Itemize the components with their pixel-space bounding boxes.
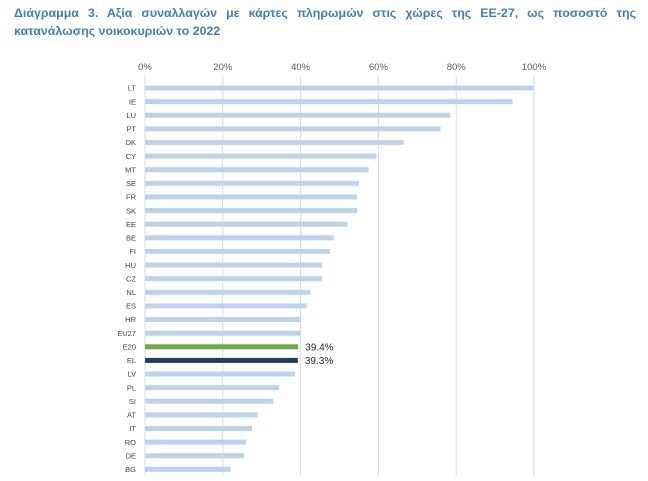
bar-ee (145, 221, 348, 227)
bar-sk (145, 208, 358, 214)
category-label: HR (125, 315, 136, 324)
category-label: HU (125, 261, 136, 270)
bar-es (145, 303, 307, 309)
category-label: IE (129, 97, 136, 106)
bar-be (145, 235, 334, 241)
bar-cy (145, 153, 377, 159)
bar-eu27 (145, 330, 301, 336)
chart-title: Διάγραμμα 3. Αξία συναλλαγών με κάρτες π… (14, 6, 636, 38)
category-label: EE (126, 220, 136, 229)
bar-el (145, 357, 298, 363)
category-label: SK (126, 206, 136, 215)
data-label-el: 39.3% (305, 356, 333, 367)
category-labels: LT IE LU PT DK CY MT SE FR SK EE BE FI HU CZ NL ES HR EU27… (117, 84, 136, 474)
bar-pl (145, 385, 280, 391)
bar-fi (145, 248, 330, 254)
category-label: NL (126, 288, 136, 297)
category-label: E20 (123, 342, 136, 351)
category-label: LV (127, 370, 136, 379)
bar-hr (145, 317, 301, 323)
category-label: PL (127, 383, 136, 392)
bar-mt (145, 167, 369, 173)
category-label: FR (126, 193, 137, 202)
bar-bg (145, 466, 231, 472)
category-label: EL (127, 356, 136, 365)
data-label-e20: 39.4% (305, 342, 333, 353)
x-tick-label: 40% (291, 62, 311, 73)
category-label: BE (126, 234, 136, 243)
bar-se (145, 180, 359, 186)
category-label: DE (126, 451, 136, 460)
category-label: EU27 (117, 329, 136, 338)
category-label: AT (127, 411, 136, 420)
bar-at (145, 412, 258, 418)
x-axis-ticks: 0% 20% 40% 60% 80% 100% (138, 62, 547, 73)
bar-cz (145, 276, 322, 282)
bar-si (145, 398, 274, 404)
category-label: RO (125, 438, 136, 447)
bar-nl (145, 289, 311, 295)
bar-de (145, 453, 245, 459)
x-tick-label: 100% (522, 62, 547, 73)
category-label: SI (129, 397, 136, 406)
x-tick-label: 60% (369, 62, 389, 73)
category-label: CY (126, 152, 136, 161)
bar-e20 (145, 344, 299, 350)
bar-dk (145, 139, 404, 145)
category-label: BG (125, 465, 136, 474)
data-labels: 39.4% 39.3% (305, 342, 334, 367)
category-label: FI (129, 247, 136, 256)
category-label: CZ (126, 274, 136, 283)
bar-lv (145, 371, 295, 377)
bar-it (145, 426, 252, 431)
category-label: PT (126, 125, 136, 134)
x-tick-label: 80% (447, 62, 467, 73)
bar-lu (145, 112, 451, 118)
category-label: MT (125, 165, 136, 174)
category-label: SE (126, 179, 136, 188)
bars (145, 85, 534, 472)
category-label: ES (126, 302, 136, 311)
category-label: LT (128, 84, 137, 93)
x-tick-label: 0% (138, 62, 152, 73)
category-label: IT (129, 424, 136, 433)
bar-ie (145, 99, 513, 105)
bar-fr (145, 194, 358, 200)
category-label: DK (126, 138, 136, 147)
bar-ro (145, 439, 247, 445)
bar-hu (145, 262, 322, 268)
x-tick-label: 20% (213, 62, 233, 73)
bar-pt (145, 126, 441, 132)
bar-lt (145, 85, 534, 91)
category-label: LU (126, 111, 136, 120)
